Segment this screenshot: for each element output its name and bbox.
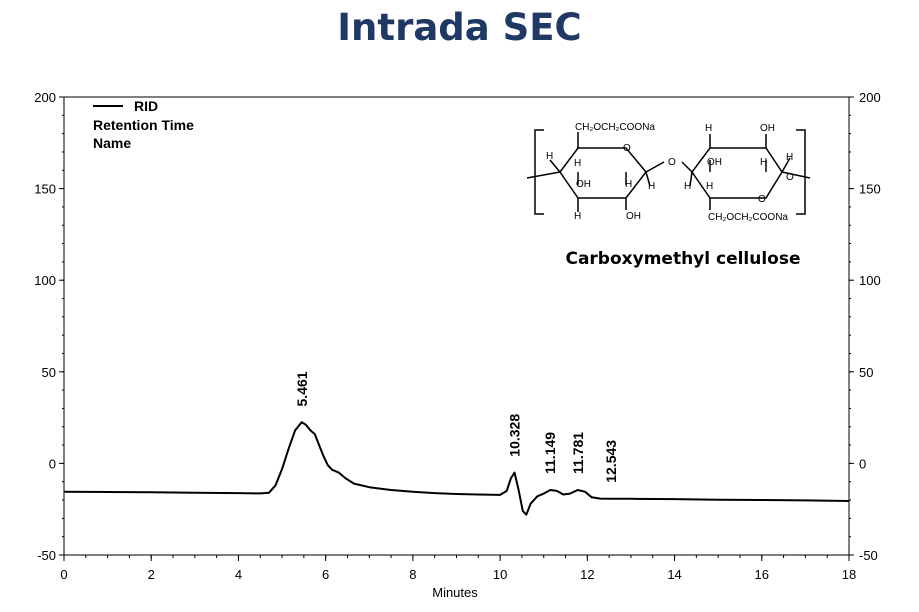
x-tick-label: 14 [667, 567, 681, 582]
peak-label: 5.461 [294, 371, 310, 406]
h-label: H [684, 181, 691, 192]
x-tick-label: 16 [755, 567, 769, 582]
y-tick-label-left: 100 [34, 273, 56, 288]
legend-series-name: RID [134, 98, 158, 114]
h-label: H [760, 157, 767, 168]
ring-oxygen-right: O [758, 194, 766, 205]
peak-label: 11.781 [570, 432, 586, 474]
substituent-bottom-right: CH₂OCH₂COONa [708, 212, 788, 223]
peak-label: 11.149 [542, 432, 558, 474]
peak-labels: 5.461 10.328 11.149 11.781 12.543 [294, 371, 619, 483]
plot-frame [63, 96, 850, 556]
axes [63, 96, 850, 556]
oh-label: OH [576, 179, 591, 190]
y-tick-label-right: 200 [859, 90, 881, 105]
x-tick-label: 0 [60, 567, 67, 582]
y-tick-label-left: 150 [34, 182, 56, 197]
x-tick-label: 4 [235, 567, 242, 582]
peak-label: 12.543 [603, 440, 619, 483]
h-label: H [786, 152, 793, 163]
x-tick-label: 12 [580, 567, 594, 582]
h-label: H [625, 179, 632, 190]
peak-label: 10.328 [506, 414, 522, 457]
y-tick-label-right: 100 [859, 273, 881, 288]
legend-line-name: Name [93, 135, 131, 151]
h-label: H [706, 181, 713, 192]
cmc-structure-drawing [526, 129, 811, 215]
h-label: H [648, 181, 655, 192]
y-tick-label-right: 150 [859, 182, 881, 197]
substituent-top-left: CH₂OCH₂COONa [575, 122, 655, 133]
inset-caption: Carboxymethyl cellulose [565, 249, 800, 269]
chemical-structure-inset: CH₂OCH₂COONa CH₂OCH₂COONa O O O O H H OH… [526, 122, 811, 269]
series-group [63, 421, 850, 516]
legend: RID Retention Time Name [93, 98, 194, 151]
y-tick-label-right: 50 [859, 365, 873, 380]
x-tick-label: 8 [409, 567, 416, 582]
x-tick-label: 6 [322, 567, 329, 582]
y-tick-label-right: -50 [859, 548, 878, 563]
tick-marks [59, 96, 854, 561]
x-tick-label: 10 [493, 567, 507, 582]
y-tick-label-left: 50 [42, 365, 56, 380]
x-tick-label: 18 [842, 567, 856, 582]
oh-label: OH [707, 157, 722, 168]
legend-line-retention: Retention Time [93, 117, 194, 133]
chart-title: Intrada SEC [337, 6, 582, 49]
h-label: H [705, 123, 712, 134]
x-axis-label: Minutes [432, 585, 478, 600]
y-tick-label-left: 200 [34, 90, 56, 105]
exit-oxygen-right: O [786, 172, 794, 183]
y-tick-label-right: 0 [859, 456, 866, 471]
y-tick-label-left: -50 [37, 548, 56, 563]
h-label: H [574, 211, 581, 222]
series-line-rid [63, 421, 850, 516]
oh-label: OH [626, 211, 641, 222]
bridge-oxygen: O [668, 157, 676, 168]
cmc-structure-labels: CH₂OCH₂COONa CH₂OCH₂COONa O O O O H H OH… [546, 122, 794, 223]
y-tick-label-left: 0 [49, 456, 56, 471]
h-label: H [574, 158, 581, 169]
h-label: H [546, 151, 553, 162]
x-tick-label: 2 [148, 567, 155, 582]
oh-label: OH [760, 123, 775, 134]
ring-oxygen-left: O [623, 143, 631, 154]
